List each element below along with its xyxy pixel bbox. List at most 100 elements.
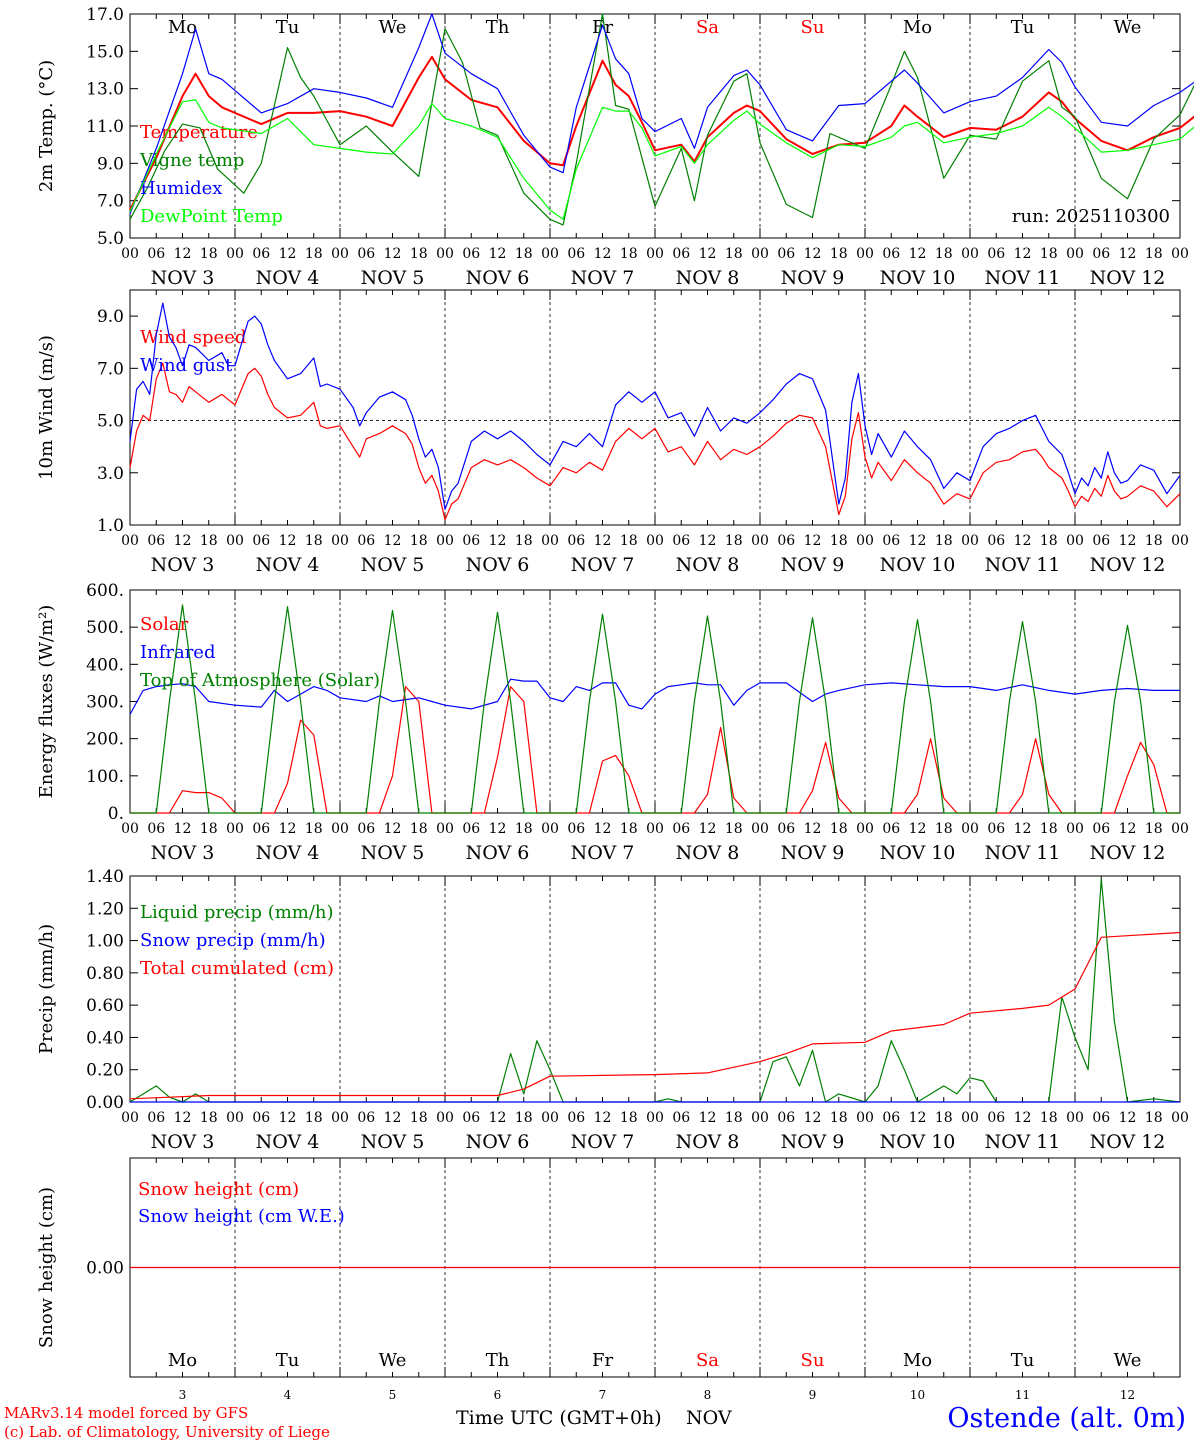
date-label: NOV 11 [985, 1131, 1061, 1153]
hour-tick-label: 18 [305, 1110, 323, 1126]
hour-tick-label: 06 [147, 246, 165, 262]
weekday-label: We [379, 1350, 407, 1371]
hour-tick-label: 06 [672, 1110, 690, 1126]
legend-entry: Top of Atmosphere (Solar) [140, 670, 380, 691]
date-label: NOV 6 [466, 267, 530, 289]
hour-tick-label: 18 [620, 246, 638, 262]
y-tick-label: 3.0 [97, 464, 124, 484]
hour-tick-label: 06 [777, 821, 795, 837]
hour-tick-label: 18 [1040, 533, 1058, 549]
hour-tick-label: 06 [882, 1110, 900, 1126]
hour-tick-label: 18 [200, 821, 218, 837]
weekday-label: We [1114, 1350, 1142, 1371]
y-tick-label: 0.00 [86, 1093, 124, 1113]
date-label: NOV 11 [985, 842, 1061, 864]
hour-tick-label: 18 [935, 246, 953, 262]
hour-tick-label: 00 [1171, 1110, 1189, 1126]
hour-tick-label: 00 [961, 1110, 979, 1126]
hour-tick-label: 12 [1014, 1110, 1032, 1126]
run-annotation: run: 2025110300 [1012, 206, 1170, 227]
hour-tick-label: 06 [777, 533, 795, 549]
hour-tick-label: 00 [436, 821, 454, 837]
footer-month-label: NOV [686, 1407, 732, 1429]
hour-tick-label: 12 [489, 533, 507, 549]
day-number-label: 6 [494, 1388, 502, 1402]
date-label: NOV 5 [361, 842, 425, 864]
legend-entry: DewPoint Temp [140, 206, 283, 227]
hour-tick-label: 00 [541, 821, 559, 837]
day-number-label: 10 [910, 1388, 925, 1402]
hour-tick-label: 06 [567, 246, 585, 262]
hour-tick-label: 06 [147, 533, 165, 549]
day-number-label: 4 [284, 1388, 292, 1402]
hour-tick-label: 18 [515, 821, 533, 837]
hour-tick-label: 00 [856, 821, 874, 837]
hour-tick-label: 06 [462, 246, 480, 262]
hour-tick-label: 12 [909, 1110, 927, 1126]
hour-tick-label: 18 [515, 246, 533, 262]
day-number-label: 8 [704, 1388, 712, 1402]
day-number-label: 5 [389, 1388, 397, 1402]
hour-tick-label: 06 [462, 533, 480, 549]
weekday-label: Su [801, 17, 825, 38]
hour-tick-label: 00 [961, 246, 979, 262]
y-tick-label: 0.00 [86, 1259, 124, 1279]
hour-tick-label: 12 [489, 1110, 507, 1126]
hour-tick-label: 12 [1119, 246, 1137, 262]
weekday-label: Mo [168, 1350, 197, 1371]
hour-tick-label: 06 [252, 821, 270, 837]
date-label: NOV 7 [571, 842, 635, 864]
hour-tick-label: 12 [1014, 533, 1032, 549]
credit-line-2: (c) Lab. of Climatology, University of L… [4, 1423, 330, 1440]
y-tick-label: 400. [86, 655, 124, 675]
hour-tick-label: 06 [987, 246, 1005, 262]
hour-tick-label: 06 [1092, 533, 1110, 549]
hour-tick-label: 00 [751, 246, 769, 262]
hour-tick-label: 00 [1066, 533, 1084, 549]
hour-tick-label: 00 [121, 246, 139, 262]
hour-tick-label: 12 [699, 1110, 717, 1126]
date-label: NOV 8 [676, 267, 740, 289]
hour-tick-label: 18 [725, 821, 743, 837]
date-label: NOV 9 [781, 554, 845, 576]
date-label: NOV 11 [985, 554, 1061, 576]
y-tick-label: 0.20 [86, 1061, 124, 1081]
hour-tick-label: 18 [620, 821, 638, 837]
hour-tick-label: 12 [1014, 821, 1032, 837]
hour-tick-label: 06 [357, 246, 375, 262]
hour-tick-label: 18 [200, 533, 218, 549]
hour-tick-label: 18 [725, 246, 743, 262]
y-tick-label: 300. [86, 693, 124, 713]
hour-tick-label: 12 [699, 821, 717, 837]
legend-entry: Vigne temp [139, 150, 244, 171]
hour-tick-label: 00 [1171, 246, 1189, 262]
y-tick-label: 7.0 [97, 192, 124, 212]
hour-tick-label: 18 [1040, 246, 1058, 262]
legend-entry: Temperature [140, 122, 258, 143]
hour-tick-label: 06 [252, 246, 270, 262]
legend-entry: Snow height (cm) [138, 1179, 299, 1200]
y-tick-label: 0.40 [86, 1028, 124, 1048]
hour-tick-label: 06 [777, 1110, 795, 1126]
hour-tick-label: 06 [567, 821, 585, 837]
hour-tick-label: 00 [751, 1110, 769, 1126]
hour-tick-label: 00 [436, 533, 454, 549]
date-label: NOV 12 [1090, 1131, 1166, 1153]
y-tick-label: 15.0 [86, 42, 124, 62]
weekday-label: Sa [696, 1350, 719, 1371]
date-label: NOV 9 [781, 267, 845, 289]
weekday-label: Fr [592, 1350, 613, 1371]
hour-tick-label: 12 [279, 821, 297, 837]
hour-tick-label: 18 [410, 821, 428, 837]
hour-tick-label: 00 [856, 533, 874, 549]
date-label: NOV 7 [571, 267, 635, 289]
hour-tick-label: 12 [1119, 533, 1137, 549]
y-tick-label: 0. [108, 804, 124, 824]
hour-tick-label: 18 [200, 1110, 218, 1126]
hour-tick-label: 06 [987, 533, 1005, 549]
hour-tick-label: 18 [935, 1110, 953, 1126]
hour-tick-label: 00 [541, 246, 559, 262]
y-tick-label: 9.0 [97, 154, 124, 174]
y-tick-label: 1.0 [97, 516, 124, 536]
